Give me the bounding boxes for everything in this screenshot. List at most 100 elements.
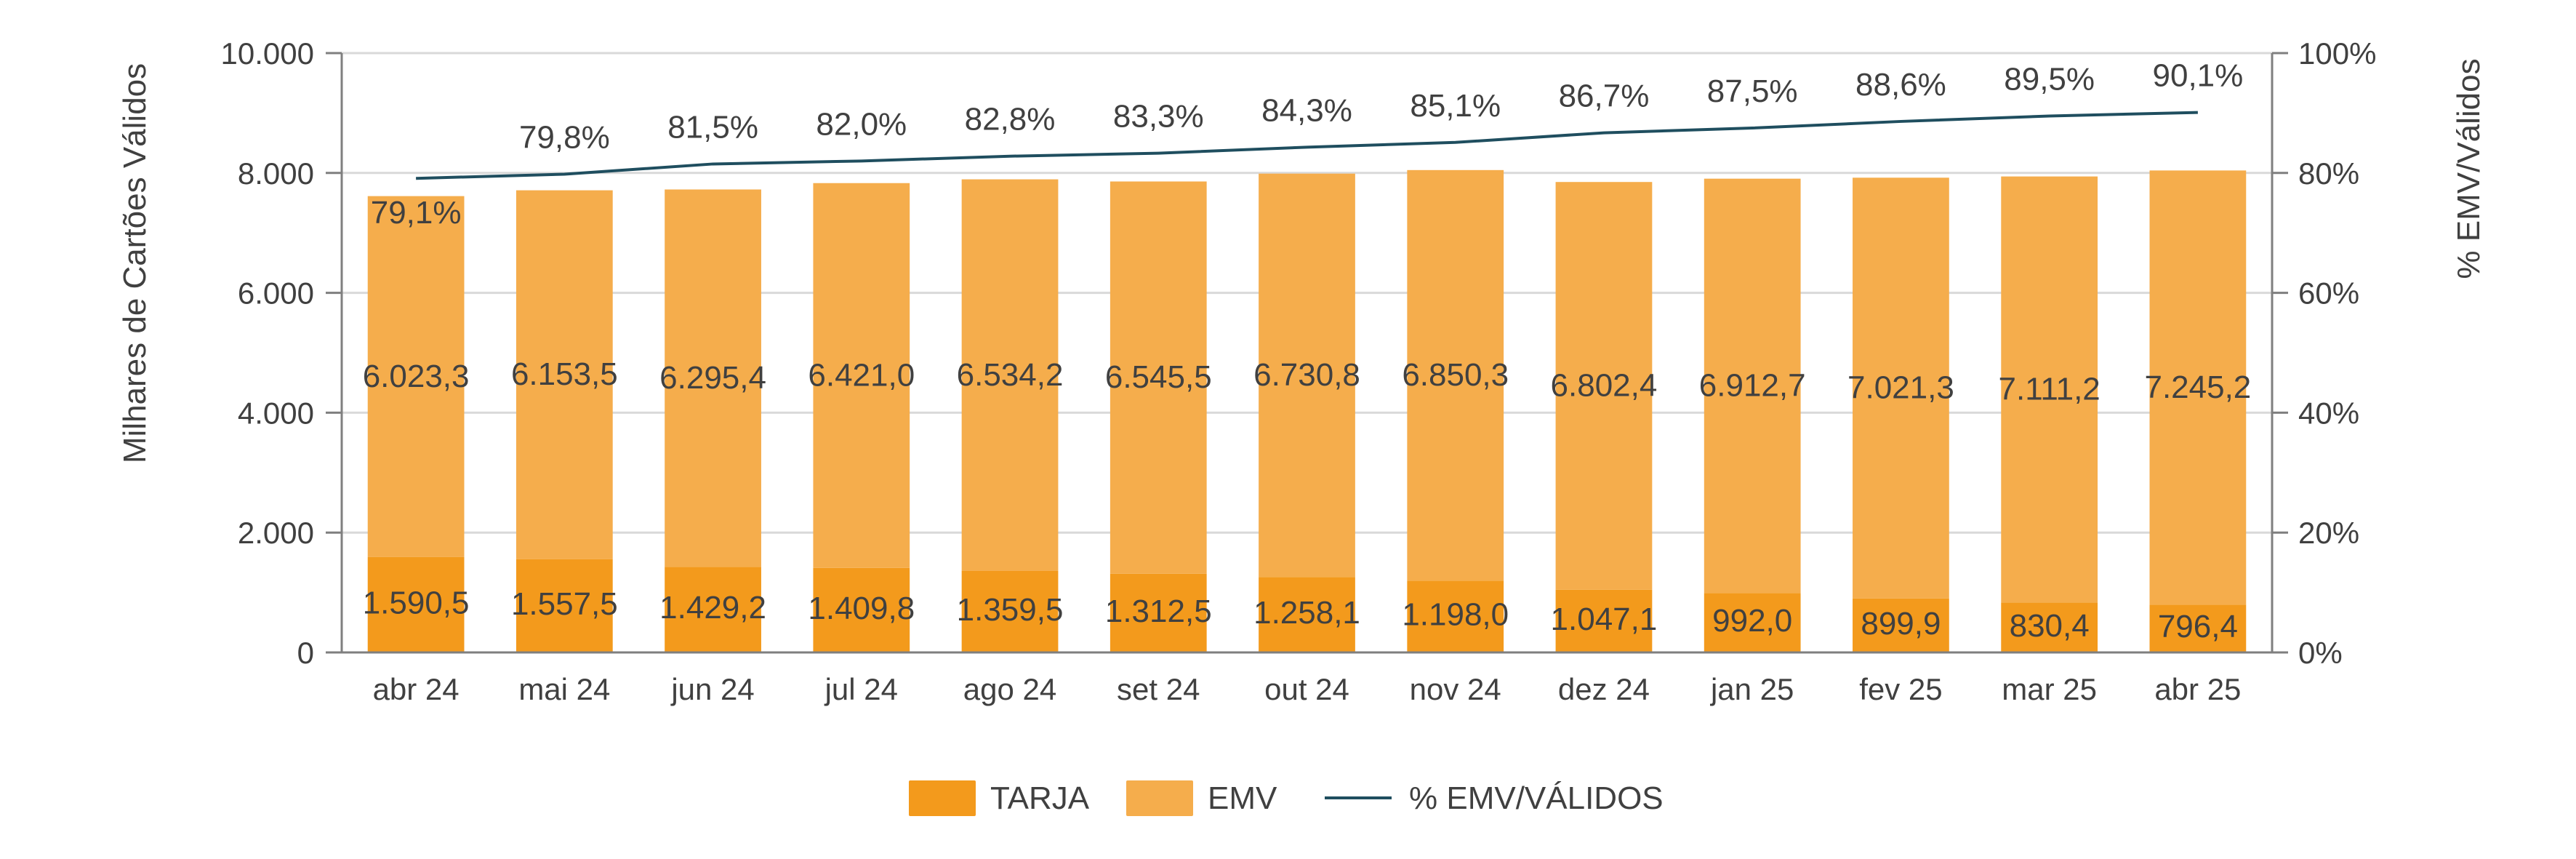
data-label-pct: 89,5% (2004, 62, 2095, 97)
y-tick-label: 10.000 (221, 36, 314, 71)
data-label-tarja: 1.258,1 (1253, 595, 1360, 631)
data-label-tarja: 1.429,2 (659, 590, 766, 626)
bar-emv (1110, 181, 1207, 574)
bar-emv (1555, 182, 1653, 590)
data-label-tarja: 830,4 (2010, 608, 2090, 644)
bar-emv (515, 190, 613, 559)
data-label-tarja: 1.590,5 (363, 585, 470, 620)
data-label-emv: 6.295,4 (659, 360, 766, 396)
data-label-tarja: 1.409,8 (808, 591, 915, 626)
data-label-emv: 6.153,5 (511, 356, 618, 392)
data-label-tarja: 992,0 (1712, 603, 1792, 639)
data-label-tarja: 1.047,1 (1551, 602, 1658, 637)
data-label-emv: 6.730,8 (1253, 357, 1360, 393)
data-label-pct: 81,5% (667, 109, 758, 145)
data-label-tarja: 796,4 (2158, 609, 2238, 644)
y-tick-label: 8.000 (238, 156, 314, 191)
bar-tarja (813, 567, 910, 652)
x-tick-label: set 24 (1117, 672, 1200, 706)
bar-emv (2149, 170, 2247, 605)
y-axis-title: Milhares de Cartões Válidos (117, 63, 153, 463)
x-tick-label: ago 24 (963, 672, 1056, 706)
bar-emv (1407, 169, 1504, 581)
y2-axis-title: % EMV/Válidos (2451, 58, 2487, 279)
bar-emv (367, 196, 465, 557)
data-label-tarja: 1.557,5 (511, 586, 618, 622)
legend-label-tarja: TARJA (990, 780, 1090, 816)
x-tick-label: jul 24 (824, 672, 898, 706)
bar-tarja (367, 556, 465, 652)
y2-tick-label: 40% (2298, 396, 2359, 430)
bar-emv (665, 189, 761, 567)
legend-label-emv: EMV (1208, 780, 1277, 816)
bar-tarja (1704, 593, 1801, 652)
bar-tarja (1259, 577, 1355, 652)
x-tick-label: mar 25 (2002, 672, 2097, 706)
legend-swatch-emv (1126, 780, 1193, 816)
x-tick-label: abr 24 (373, 672, 460, 706)
legend-swatch-tarja (909, 780, 976, 816)
x-tick-label: nov 24 (1410, 672, 1501, 706)
bar-emv (1704, 178, 1801, 594)
line-pct-emv-validos (416, 111, 2198, 180)
y-tick-label: 4.000 (238, 396, 314, 430)
bar-tarja (665, 567, 761, 652)
x-tick-label: dez 24 (1558, 672, 1650, 706)
data-label-pct: 86,7% (1559, 79, 1650, 114)
data-label-tarja: 1.312,5 (1105, 594, 1212, 629)
data-label-emv: 6.850,3 (1402, 357, 1509, 393)
data-label-tarja: 1.198,0 (1402, 597, 1509, 633)
y-tick-label: 0 (297, 636, 314, 670)
data-label-emv: 6.802,4 (1551, 367, 1658, 403)
data-label-pct: 88,6% (1855, 67, 1946, 103)
bar-emv (1853, 177, 1949, 599)
bar-tarja (515, 559, 613, 652)
data-label-pct: 82,0% (816, 106, 907, 142)
x-tick-label: mai 24 (518, 672, 610, 706)
y2-tick-label: 20% (2298, 516, 2359, 550)
y2-tick-label: 0% (2298, 636, 2343, 670)
data-label-emv: 6.023,3 (363, 359, 470, 394)
y2-tick-label: 80% (2298, 156, 2359, 191)
data-label-emv: 6.421,0 (808, 357, 915, 393)
bar-tarja (2001, 602, 2098, 652)
bar-tarja (2149, 604, 2247, 652)
data-label-pct: 85,1% (1410, 88, 1501, 124)
data-label-pct: 90,1% (2153, 58, 2244, 94)
data-label-tarja: 1.359,5 (957, 592, 1064, 628)
data-label-pct: 82,8% (965, 102, 1056, 137)
data-label-emv: 7.021,3 (1847, 370, 1954, 406)
data-label-pct: 79,1% (371, 195, 462, 231)
line-area (416, 111, 2198, 180)
axes: 0 0% 2.000 20% 4.000 40% 6.000 60% 8.000 80% 10.00… (221, 36, 2377, 706)
bar-emv (813, 183, 910, 568)
data-label-emv: 7.245,2 (2144, 369, 2251, 405)
legend-label-pct: % EMV/VÁLIDOS (1409, 780, 1664, 816)
data-label-emv: 6.534,2 (957, 357, 1064, 393)
data-label-pct: 83,3% (1113, 99, 1204, 135)
data-label-emv: 6.545,5 (1105, 359, 1212, 395)
y2-tick-label: 100% (2298, 36, 2376, 71)
data-label-pct: 87,5% (1707, 73, 1798, 109)
bar-emv (1259, 173, 1355, 578)
x-tick-label: jan 25 (1709, 672, 1794, 706)
x-tick-label: fev 25 (1859, 672, 1942, 706)
data-label-emv: 6.912,7 (1699, 367, 1806, 403)
x-tick-label: abr 25 (2154, 672, 2241, 706)
data-label-emv: 7.111,2 (1999, 372, 2100, 407)
y-tick-label: 2.000 (238, 516, 314, 550)
bar-tarja (1555, 589, 1653, 652)
data-label-tarja: 899,9 (1861, 606, 1941, 642)
data-labels: 1.590,5 6.023,3 79,1% 1.557,5 6.153,5 79,8% 1.… (363, 58, 2252, 645)
legend: TARJA EMV % EMV/VÁLIDOS (909, 780, 1664, 816)
y2-tick-label: 60% (2298, 276, 2359, 311)
bar-area (367, 169, 2247, 652)
bar-tarja (1407, 580, 1504, 652)
x-tick-label: jun 24 (670, 672, 754, 706)
x-tick-label: out 24 (1264, 672, 1349, 706)
bar-tarja (1853, 598, 1949, 652)
bar-emv (961, 179, 1059, 571)
bar-tarja (1110, 573, 1207, 652)
y-tick-label: 6.000 (238, 276, 314, 311)
